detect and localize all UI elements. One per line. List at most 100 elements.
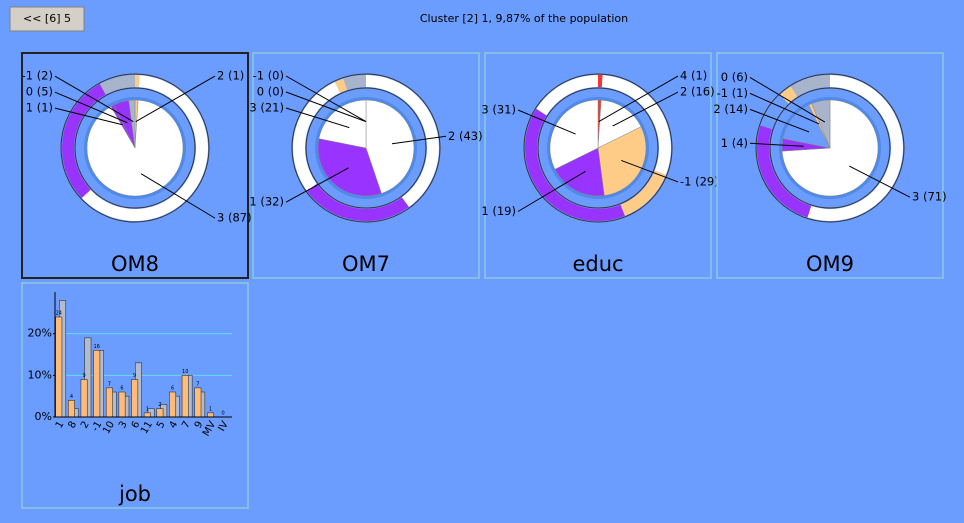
leader-line [612, 91, 679, 127]
slice-label: 2 (43) [448, 129, 483, 143]
slice-label: 0 (5) [26, 85, 53, 99]
y-tick-label: 10% [28, 368, 52, 381]
slice-label: 0 (0) [257, 85, 284, 99]
x-tick-label: 6 [130, 420, 143, 431]
bar [181, 375, 189, 418]
bar-value-label: 0 [222, 411, 225, 417]
x-tick-label: 5 [155, 420, 168, 431]
leader-line [285, 107, 350, 129]
pie-slice [128, 99, 136, 149]
bar [131, 379, 139, 418]
bar [143, 412, 151, 418]
population-segment [757, 125, 812, 218]
population-segment [99, 75, 135, 95]
pie-slice [597, 99, 642, 149]
bar-value-label: 9 [133, 373, 136, 379]
panel-title: OM7 [342, 252, 390, 276]
bar-value-label: 6 [120, 386, 123, 392]
leader-line [135, 75, 216, 123]
leader-line [849, 165, 911, 198]
bar-value-label: 4 [70, 394, 73, 400]
population-segment [293, 81, 341, 191]
bar [169, 391, 177, 418]
bar-value-label: 9 [82, 373, 85, 379]
slice-label: 4 (1) [680, 69, 707, 83]
slice-label: -1 (29) [680, 174, 719, 188]
leader-line [517, 170, 586, 212]
pie-slice [811, 99, 831, 149]
bar-value-label: 6 [171, 386, 174, 392]
panel-title: OM8 [111, 252, 159, 276]
leader-line [598, 75, 679, 123]
slice-label: 2 (14) [713, 102, 748, 116]
bar-value-label: 7 [108, 381, 111, 387]
panel-title: OM9 [806, 252, 854, 276]
population-segment [75, 183, 91, 198]
leader-line [391, 135, 447, 145]
population-segment [807, 75, 904, 222]
pie-slice [365, 99, 415, 194]
population-segment [536, 75, 598, 116]
population-segment [306, 183, 409, 221]
bar [105, 387, 113, 418]
slice-label: -1 (1) [717, 86, 748, 100]
x-tick-label: 8 [66, 420, 79, 431]
population-segment [780, 86, 798, 104]
slice-label: 2 (16) [680, 85, 715, 99]
population-segment [61, 84, 106, 191]
slice-label: -1 (2) [22, 69, 53, 83]
bar [67, 400, 75, 418]
pie-slice [554, 147, 605, 197]
bar-value-label: 7 [196, 381, 199, 387]
bar-value-label: 2 [158, 402, 161, 408]
slice-label: 3 (31) [481, 102, 516, 116]
leader-line [54, 91, 128, 124]
bar-value-label: 10 [182, 369, 188, 375]
bar-value-label: 1 [209, 406, 212, 412]
x-tick-label: 3 [117, 420, 130, 431]
y-tick-label: 20% [28, 327, 52, 340]
leader-line [54, 107, 123, 126]
x-tick-label: 1 [54, 420, 67, 431]
leader-line [517, 109, 576, 135]
slice-label: -1 (0) [253, 69, 284, 83]
bar-value-label: 1 [146, 406, 149, 412]
pie-slice [317, 138, 382, 197]
y-tick-label: 0% [35, 410, 52, 423]
leader-line [285, 91, 367, 123]
bar [55, 316, 63, 418]
slice-label: 0 (6) [721, 70, 748, 84]
back-button[interactable] [9, 6, 85, 32]
pie-slice [318, 99, 367, 149]
slice-label: 2 (1) [217, 69, 244, 83]
population-segment [790, 75, 830, 97]
x-tick-label: 9 [193, 420, 206, 431]
leader-line [749, 76, 826, 123]
slice-label: 1 (1) [26, 101, 53, 115]
panel-title: educ [572, 252, 623, 276]
back-button-label[interactable]: << [6] 5 [23, 12, 71, 25]
leader-line [749, 108, 810, 133]
bar-value-label: 24 [56, 311, 62, 317]
leader-line [54, 75, 134, 123]
panel-title: job [118, 482, 151, 506]
x-tick-label: 4 [168, 420, 181, 431]
population-segment [760, 94, 789, 130]
bar [80, 379, 88, 418]
x-tick-label: 7 [180, 420, 193, 431]
page-title: Cluster [2] 1, 9,87% of the population [420, 12, 628, 25]
x-tick-label: -1 [90, 420, 105, 434]
bar [194, 387, 202, 418]
bar [156, 408, 164, 418]
population-segment [343, 75, 366, 90]
pie-slice [86, 99, 184, 197]
slice-label: 1 (4) [721, 136, 748, 150]
population-segment [601, 75, 671, 175]
leader-line [749, 142, 804, 147]
leader-line [621, 159, 679, 183]
population-segment [620, 170, 666, 216]
leader-line [140, 173, 216, 219]
pie-slice [549, 99, 599, 170]
bar [118, 391, 126, 418]
slice-label: 1 (32) [249, 195, 284, 209]
